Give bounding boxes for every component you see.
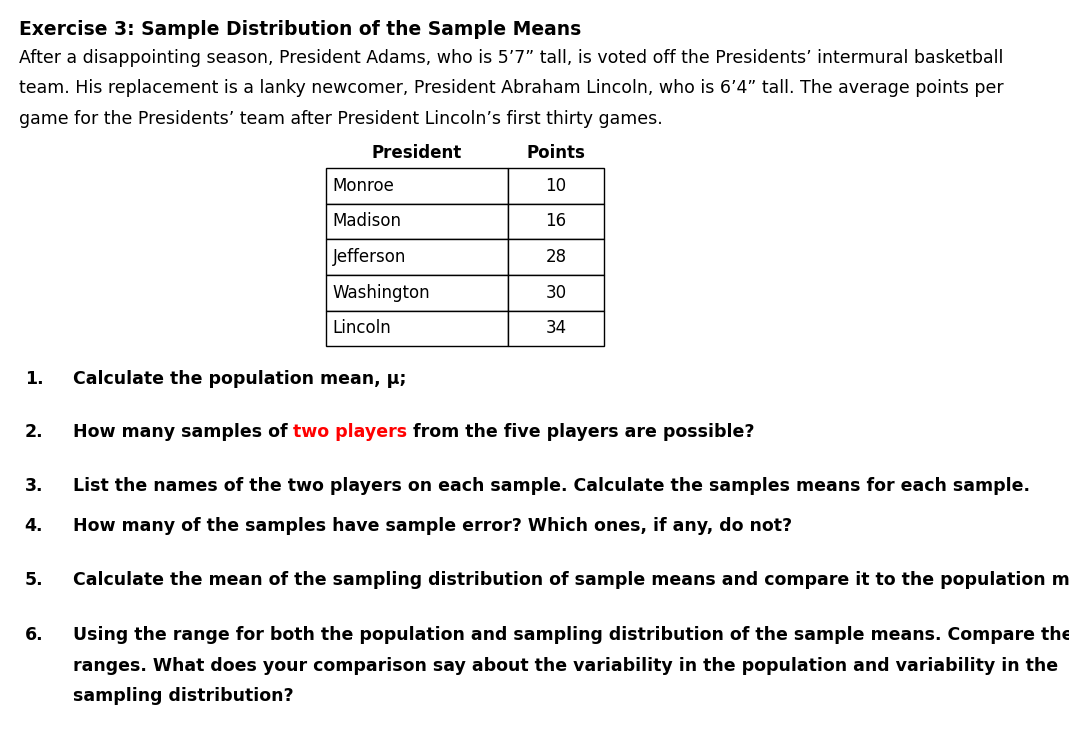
Text: game for the Presidents’ team after President Lincoln’s first thirty games.: game for the Presidents’ team after Pres… xyxy=(19,110,663,128)
Text: 2.: 2. xyxy=(25,424,43,441)
Text: 3.: 3. xyxy=(25,477,43,495)
Text: 16: 16 xyxy=(545,212,567,230)
Text: from the five players are possible?: from the five players are possible? xyxy=(407,424,755,441)
Bar xyxy=(508,168,604,204)
Text: Calculate the mean of the sampling distribution of sample means and compare it t: Calculate the mean of the sampling distr… xyxy=(73,571,1069,588)
Bar xyxy=(326,204,508,239)
Bar xyxy=(326,239,508,275)
Bar xyxy=(508,239,604,275)
Bar xyxy=(508,204,604,239)
Text: Exercise 3: Sample Distribution of the Sample Means: Exercise 3: Sample Distribution of the S… xyxy=(19,20,582,39)
Text: 4.: 4. xyxy=(25,517,43,535)
Text: 6.: 6. xyxy=(25,626,43,644)
Text: sampling distribution?: sampling distribution? xyxy=(73,687,293,705)
Text: 34: 34 xyxy=(545,319,567,337)
Bar xyxy=(326,275,508,311)
Bar xyxy=(508,311,604,346)
Text: How many samples of: How many samples of xyxy=(73,424,293,441)
Text: Calculate the population mean, μ;: Calculate the population mean, μ; xyxy=(73,370,406,388)
Text: team. His replacement is a lanky newcomer, President Abraham Lincoln, who is 6’4: team. His replacement is a lanky newcome… xyxy=(19,80,1004,97)
Text: Madison: Madison xyxy=(332,212,402,230)
Text: After a disappointing season, President Adams, who is 5’7” tall, is voted off th: After a disappointing season, President … xyxy=(19,49,1004,67)
Text: 28: 28 xyxy=(545,248,567,266)
Text: Using the range for both the population and sampling distribution of the sample : Using the range for both the population … xyxy=(73,626,1069,644)
Text: 30: 30 xyxy=(545,284,567,302)
Text: 5.: 5. xyxy=(25,571,43,588)
Bar xyxy=(326,311,508,346)
Text: President: President xyxy=(372,144,462,162)
Text: Washington: Washington xyxy=(332,284,430,302)
Text: 1.: 1. xyxy=(25,370,43,388)
Bar xyxy=(508,275,604,311)
Text: Jefferson: Jefferson xyxy=(332,248,406,266)
Text: Lincoln: Lincoln xyxy=(332,319,391,337)
Text: List the names of the two players on each sample. Calculate the samples means fo: List the names of the two players on eac… xyxy=(73,477,1029,495)
Text: ranges. What does your comparison say about the variability in the population an: ranges. What does your comparison say ab… xyxy=(73,657,1058,675)
Text: Points: Points xyxy=(526,144,586,162)
Text: Monroe: Monroe xyxy=(332,177,394,195)
Text: 10: 10 xyxy=(545,177,567,195)
Bar xyxy=(326,168,508,204)
Text: How many of the samples have sample error? Which ones, if any, do not?: How many of the samples have sample erro… xyxy=(73,517,792,535)
Text: two players: two players xyxy=(293,424,407,441)
